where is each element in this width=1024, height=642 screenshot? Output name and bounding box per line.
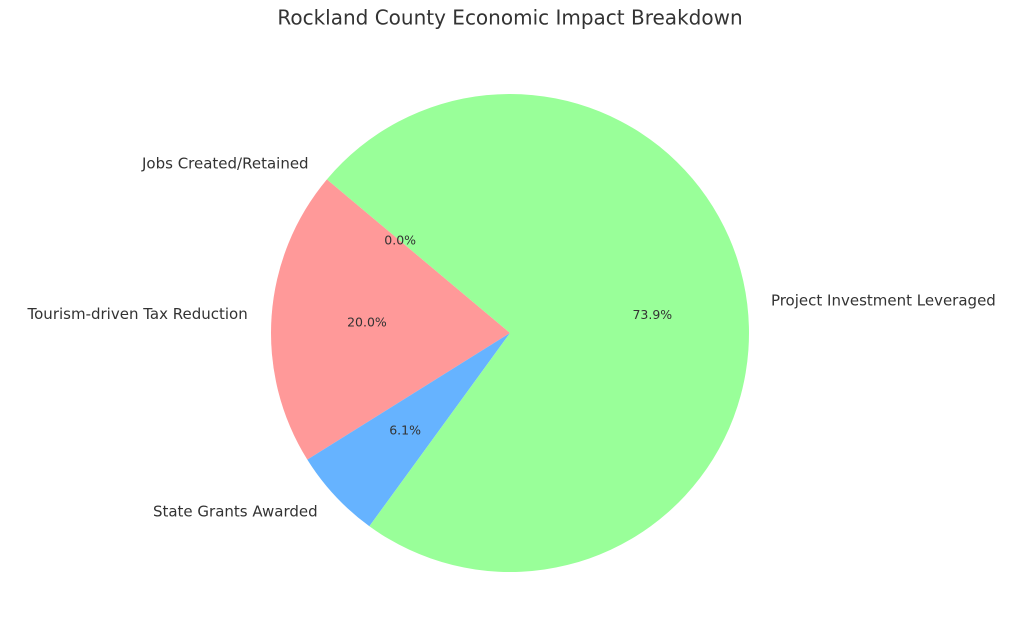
pie-slice: [326, 94, 749, 572]
pie-slice: [271, 179, 510, 460]
percent-label: 0.0%: [384, 232, 416, 247]
slice-label: Project Investment Leveraged: [771, 292, 996, 310]
slice-label: State Grants Awarded: [153, 503, 318, 521]
percent-label: 20.0%: [347, 314, 387, 329]
percent-label: 73.9%: [632, 307, 672, 322]
slice-label: Tourism-driven Tax Reduction: [27, 305, 248, 323]
pie-slice: [307, 333, 510, 527]
chart-title: Rockland County Economic Impact Breakdow…: [277, 6, 742, 30]
percent-label: 6.1%: [389, 422, 421, 437]
slice-label: Jobs Created/Retained: [141, 155, 309, 173]
